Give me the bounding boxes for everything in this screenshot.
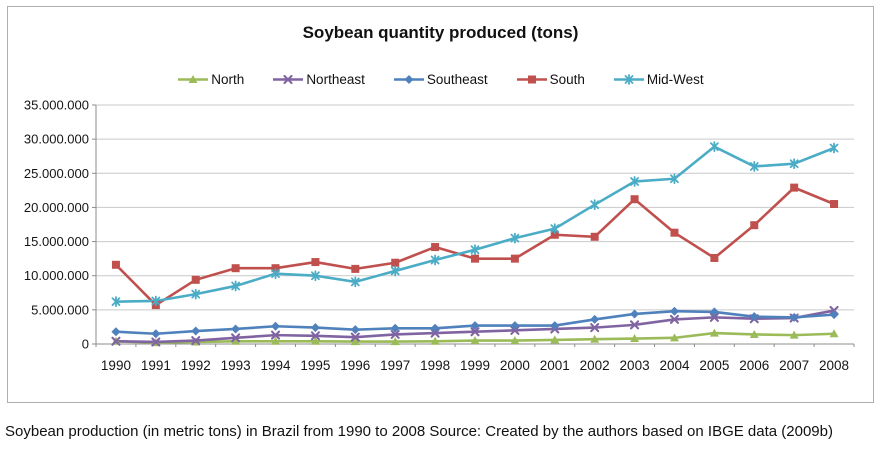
legend-item-northeast: Northeast [272,72,365,87]
x-marker-icon [273,74,304,84]
svg-text:25.000.000: 25.000.000 [24,166,89,181]
svg-text:1999: 1999 [460,358,490,373]
svg-text:20.000.000: 20.000.000 [24,200,89,215]
svg-text:1995: 1995 [300,358,330,373]
legend-item-south: South [516,72,585,87]
svg-text:15.000.000: 15.000.000 [24,234,89,249]
svg-text:2002: 2002 [580,358,610,373]
diamond-marker-icon [393,74,424,84]
svg-text:2008: 2008 [819,358,849,373]
legend-item-north: North [177,72,244,87]
series-markers-mid-west [111,141,839,308]
svg-text:10.000.000: 10.000.000 [24,268,89,283]
plot-area: 0 5.000.000 10.000.000 15.000.000 20.000.000… [24,98,855,373]
y-axis-labels: 0 5.000.000 10.000.000 15.000.000 20.000.000… [24,98,89,352]
svg-text:1996: 1996 [340,358,370,373]
series-markers-southeast [111,306,839,339]
svg-text:2005: 2005 [699,358,729,373]
legend-label: South [549,71,585,87]
svg-text:35.000.000: 35.000.000 [24,98,89,113]
legend-item-southeast: Southeast [393,72,488,87]
svg-text:2003: 2003 [620,358,650,373]
legend-label: North [211,71,245,87]
svg-text:2007: 2007 [779,358,809,373]
svg-text:1998: 1998 [420,358,450,373]
svg-text:1994: 1994 [261,358,292,373]
svg-text:1997: 1997 [380,358,410,373]
svg-text:30.000.000: 30.000.000 [24,132,89,147]
legend-item-mid-west: Mid-West [613,72,704,87]
chart-frame: Soybean quantity produced (tons) North No… [7,6,874,403]
triangle-marker-icon [178,74,209,83]
svg-text:2001: 2001 [540,358,570,373]
x-axis-labels: 1990 1991 1992 1993 1994 1995 1996 1997 1998 1999… [101,358,849,373]
series-markers-north [111,328,839,347]
figure-caption: Soybean production (in metric tons) in B… [5,423,833,440]
chart-title: Soybean quantity produced (tons) [302,23,579,42]
svg-text:2004: 2004 [659,358,690,373]
svg-text:1990: 1990 [101,358,131,373]
svg-text:2000: 2000 [500,358,530,373]
series-line-mid-west [114,145,836,303]
svg-text:1993: 1993 [221,358,251,373]
svg-text:5.000.000: 5.000.000 [31,302,89,317]
legend-label: Northeast [306,71,365,87]
legend-label: Southeast [426,71,488,87]
gridlines [92,104,854,345]
svg-text:2006: 2006 [739,358,769,373]
square-marker-icon [516,75,547,83]
svg-text:1992: 1992 [181,358,211,373]
svg-text:1991: 1991 [141,358,171,373]
svg-text:0: 0 [82,337,89,352]
chart-legend: North Northeast Southeast South Mid-West [8,71,873,87]
legend-label: Mid-West [646,71,704,87]
star-marker-icon [613,73,644,85]
axis-lines [95,105,855,347]
